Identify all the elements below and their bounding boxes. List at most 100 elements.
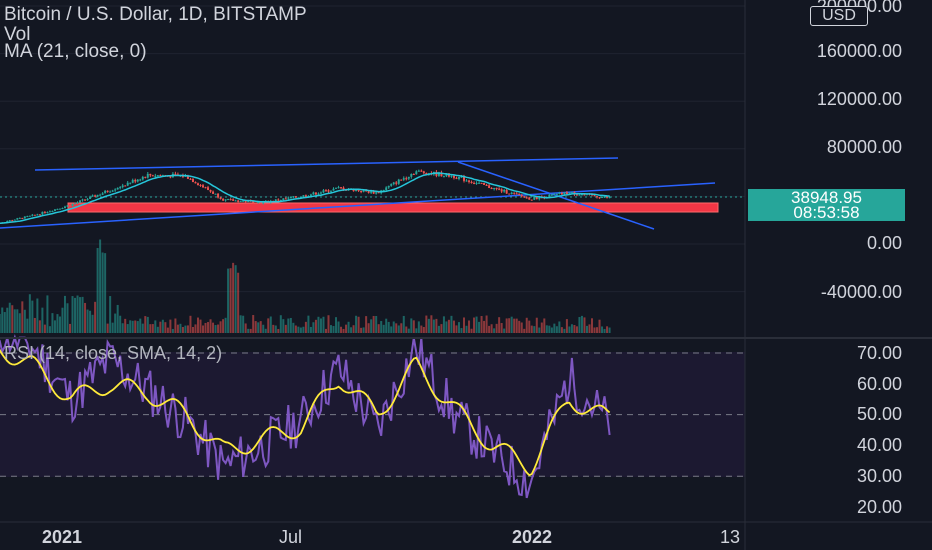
candle-body	[254, 202, 257, 204]
candle-body	[550, 194, 553, 196]
trendlines[interactable]	[0, 157, 716, 230]
candle-body	[76, 202, 79, 204]
volume-bar	[415, 328, 418, 333]
volume-bar	[375, 315, 378, 333]
rsi-axis-label: 40.00	[856, 435, 902, 455]
volume-bar	[590, 318, 593, 333]
price-axis-label: 120000.00	[816, 89, 902, 109]
volume-bar	[294, 325, 297, 333]
candle-body	[457, 176, 460, 179]
candle-body	[335, 187, 338, 189]
candle-body	[189, 178, 192, 180]
candle-body	[126, 182, 129, 186]
candle-body	[169, 175, 172, 178]
volume-bar	[435, 318, 438, 333]
volume-bar	[377, 324, 380, 333]
candle-body	[202, 185, 205, 188]
volume-bar	[262, 324, 265, 333]
volume-bar	[350, 327, 353, 333]
candle-body	[156, 175, 159, 177]
volume-bar	[312, 322, 315, 333]
volume-bar	[452, 320, 455, 333]
volume-bar	[400, 323, 403, 333]
candle-body	[535, 196, 538, 200]
ma-legend[interactable]: MA (21, close, 0)	[4, 41, 147, 62]
volume-bar	[437, 325, 440, 333]
volume-bar	[181, 326, 184, 333]
volume-bar	[26, 318, 29, 333]
support-zone-rectangle[interactable]	[67, 202, 719, 213]
currency-badge[interactable]: USD	[810, 6, 868, 26]
volume-bar	[382, 324, 385, 333]
candle-body	[18, 217, 21, 219]
rsi-legend[interactable]: RSI (14, close, SMA, 14, 2)	[4, 343, 223, 363]
volume-bar	[518, 320, 521, 333]
last-price-value: 38948.95	[791, 188, 862, 207]
candle-body	[452, 175, 455, 178]
volume-bar	[156, 326, 159, 333]
volume-bar	[540, 322, 543, 333]
candle-body	[109, 191, 112, 193]
volume-bar	[345, 324, 348, 333]
volume-bar	[405, 326, 408, 333]
volume-bar	[0, 313, 1, 333]
volume-bar	[237, 272, 240, 333]
candle-body	[136, 179, 139, 182]
candle-body	[480, 182, 483, 184]
candle-body	[129, 182, 132, 184]
volume-bar	[69, 323, 71, 333]
candle-body	[342, 187, 345, 190]
candle-body	[390, 184, 393, 186]
volume-bar	[480, 316, 483, 333]
volume-bar	[515, 318, 518, 333]
volume-bar	[134, 320, 137, 333]
volume-bar	[191, 326, 194, 333]
volume-bar	[450, 315, 453, 333]
volume-legend[interactable]: Vol	[4, 24, 31, 45]
volume-bar	[319, 318, 322, 333]
rsi-axis-label: 70.00	[856, 343, 902, 363]
candle-body	[553, 194, 556, 196]
candle-body	[51, 210, 54, 212]
volume-bar	[455, 325, 458, 333]
candle-body	[11, 220, 14, 222]
candle-body	[284, 198, 287, 200]
volume-bar	[51, 313, 54, 333]
candle-body	[360, 190, 363, 192]
bar-countdown: 08:53:58	[793, 203, 860, 222]
volume-bar	[596, 327, 599, 333]
candle-body	[405, 178, 408, 180]
price-axis-label: 160000.00	[816, 41, 902, 61]
volume-bar	[407, 328, 410, 333]
volume-bar	[229, 268, 232, 333]
candle-body	[121, 185, 124, 188]
volume-bar	[483, 320, 486, 333]
volume-bar	[568, 326, 571, 333]
volume-bar	[324, 328, 327, 333]
volume-bar	[186, 325, 189, 333]
candle-body	[16, 218, 19, 220]
volume-bar	[410, 318, 413, 333]
ma-line	[0, 172, 610, 225]
candle-body	[33, 214, 36, 216]
candle-body	[518, 193, 521, 195]
volume-bar	[342, 328, 345, 333]
volume-bar	[445, 321, 448, 333]
candle-body	[548, 194, 551, 198]
volume-bar	[151, 324, 154, 333]
volume-bar	[395, 323, 398, 333]
volume-bar	[508, 318, 511, 333]
volume-bar	[272, 324, 275, 333]
candle-body	[219, 197, 222, 199]
candle-body	[337, 187, 340, 189]
volume-bar	[440, 324, 443, 333]
candle-body	[367, 191, 370, 193]
candle-body	[232, 199, 235, 201]
volume-bar	[538, 327, 541, 333]
volume-bar	[578, 317, 581, 333]
symbol-title[interactable]: Bitcoin / U.S. Dollar, 1D, BITSTAMP	[4, 4, 307, 25]
volume-bar	[239, 315, 242, 333]
volume-bar	[16, 309, 19, 333]
volume-bar	[8, 302, 11, 333]
